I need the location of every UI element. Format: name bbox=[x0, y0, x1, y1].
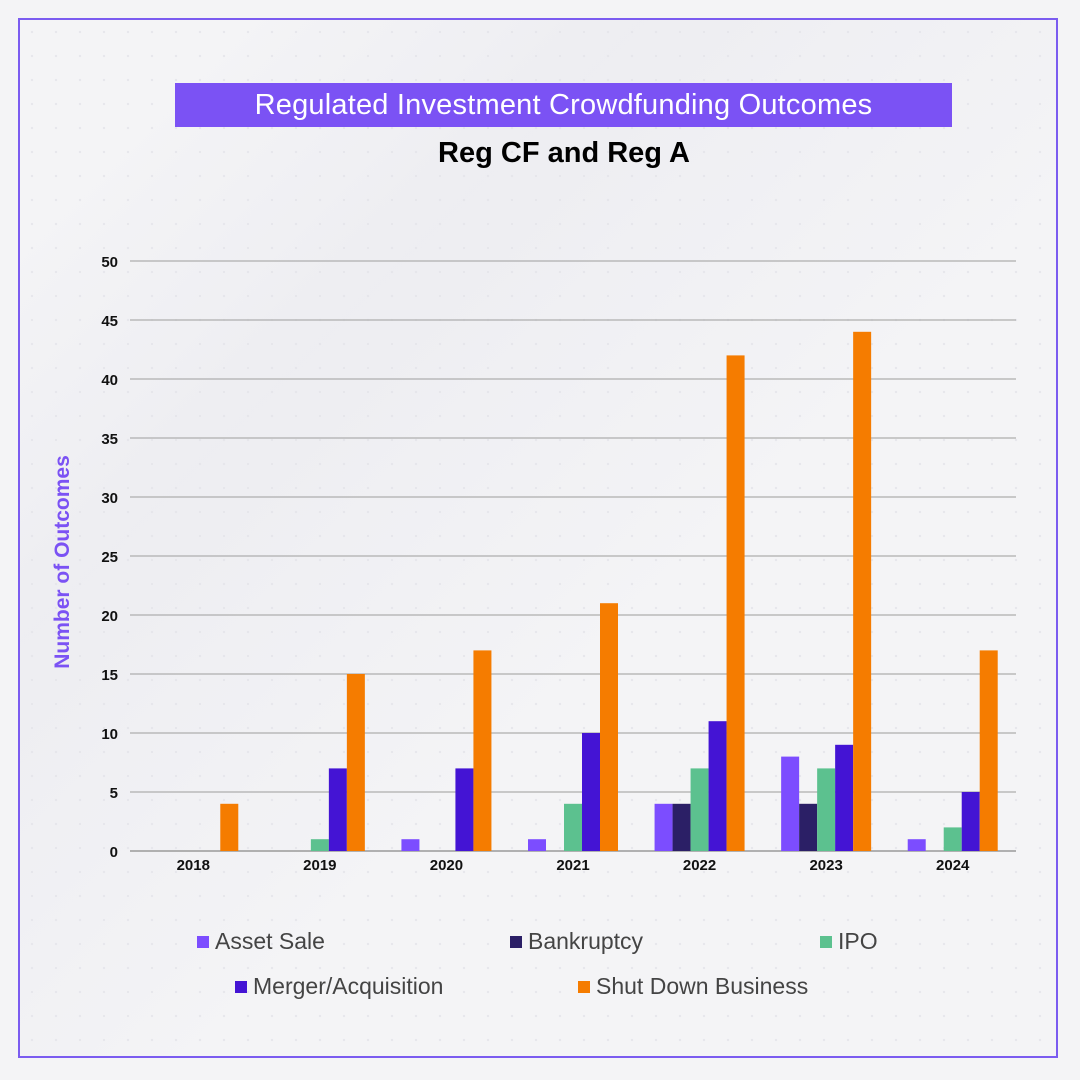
y-tick-label: 50 bbox=[101, 254, 118, 271]
bar bbox=[401, 839, 420, 851]
dot-pattern-background bbox=[20, 20, 1056, 1056]
bar bbox=[672, 803, 691, 851]
bar bbox=[220, 803, 239, 851]
bar bbox=[726, 355, 745, 851]
bar bbox=[835, 744, 854, 851]
bar bbox=[600, 603, 618, 851]
bar bbox=[690, 768, 709, 851]
bar bbox=[473, 650, 492, 851]
legend-swatch bbox=[510, 935, 522, 948]
chart-subtitle: Reg CF and Reg A bbox=[438, 137, 690, 169]
y-tick-label: 20 bbox=[101, 608, 118, 625]
legend-item: Asset Sale bbox=[197, 928, 325, 955]
bar bbox=[817, 768, 836, 851]
legend-label: Asset Sale bbox=[215, 928, 325, 954]
bar bbox=[979, 650, 998, 851]
x-tick-label: 2023 bbox=[809, 857, 842, 874]
y-tick-label: 35 bbox=[101, 431, 118, 448]
x-tick-label: 2024 bbox=[936, 857, 970, 874]
x-tick-label: 2018 bbox=[177, 857, 210, 874]
legend-swatch bbox=[197, 935, 209, 948]
y-tick-label: 40 bbox=[101, 372, 118, 389]
legend-swatch bbox=[578, 980, 590, 993]
legend-item: Bankruptcy bbox=[510, 928, 643, 955]
y-axis-label: Number of Outcomes bbox=[51, 455, 74, 669]
legend-label: Bankruptcy bbox=[528, 928, 644, 954]
legend-item: Merger/Acquisition bbox=[235, 973, 443, 1000]
legend-item: Shut Down Business bbox=[578, 973, 808, 1000]
y-tick-label: 0 bbox=[110, 844, 118, 861]
x-tick-label: 2019 bbox=[303, 857, 336, 874]
bar bbox=[455, 768, 474, 851]
bar bbox=[907, 839, 926, 851]
chart-title-banner: Regulated Investment Crowdfunding Outcom… bbox=[175, 83, 952, 127]
y-tick-label: 45 bbox=[101, 313, 118, 330]
bar bbox=[310, 839, 329, 851]
legend-label: IPO bbox=[838, 928, 878, 954]
bar bbox=[781, 756, 800, 851]
bar bbox=[528, 839, 546, 851]
y-tick-label: 30 bbox=[101, 490, 118, 507]
chart-frame bbox=[18, 18, 1058, 1058]
y-tick-label: 10 bbox=[101, 726, 118, 743]
bar bbox=[799, 803, 818, 851]
legend-label: Shut Down Business bbox=[596, 973, 809, 999]
y-tick-label: 5 bbox=[110, 785, 118, 802]
bar bbox=[961, 792, 980, 851]
y-tick-label: 15 bbox=[101, 667, 118, 684]
legend-label: Merger/Acquisition bbox=[253, 973, 444, 999]
y-tick-label: 25 bbox=[101, 549, 118, 566]
bar bbox=[708, 721, 727, 851]
legend-swatch bbox=[235, 980, 247, 993]
x-tick-label: 2022 bbox=[683, 857, 716, 874]
legend-swatch bbox=[820, 935, 832, 948]
bar bbox=[853, 331, 872, 851]
bar bbox=[582, 733, 600, 851]
bar bbox=[943, 827, 962, 851]
legend-item: IPO bbox=[820, 928, 878, 955]
bar bbox=[346, 674, 365, 851]
bar bbox=[328, 768, 347, 851]
bar bbox=[654, 803, 673, 851]
bar bbox=[564, 803, 582, 851]
x-tick-label: 2020 bbox=[430, 857, 463, 874]
x-tick-label: 2021 bbox=[556, 857, 589, 874]
